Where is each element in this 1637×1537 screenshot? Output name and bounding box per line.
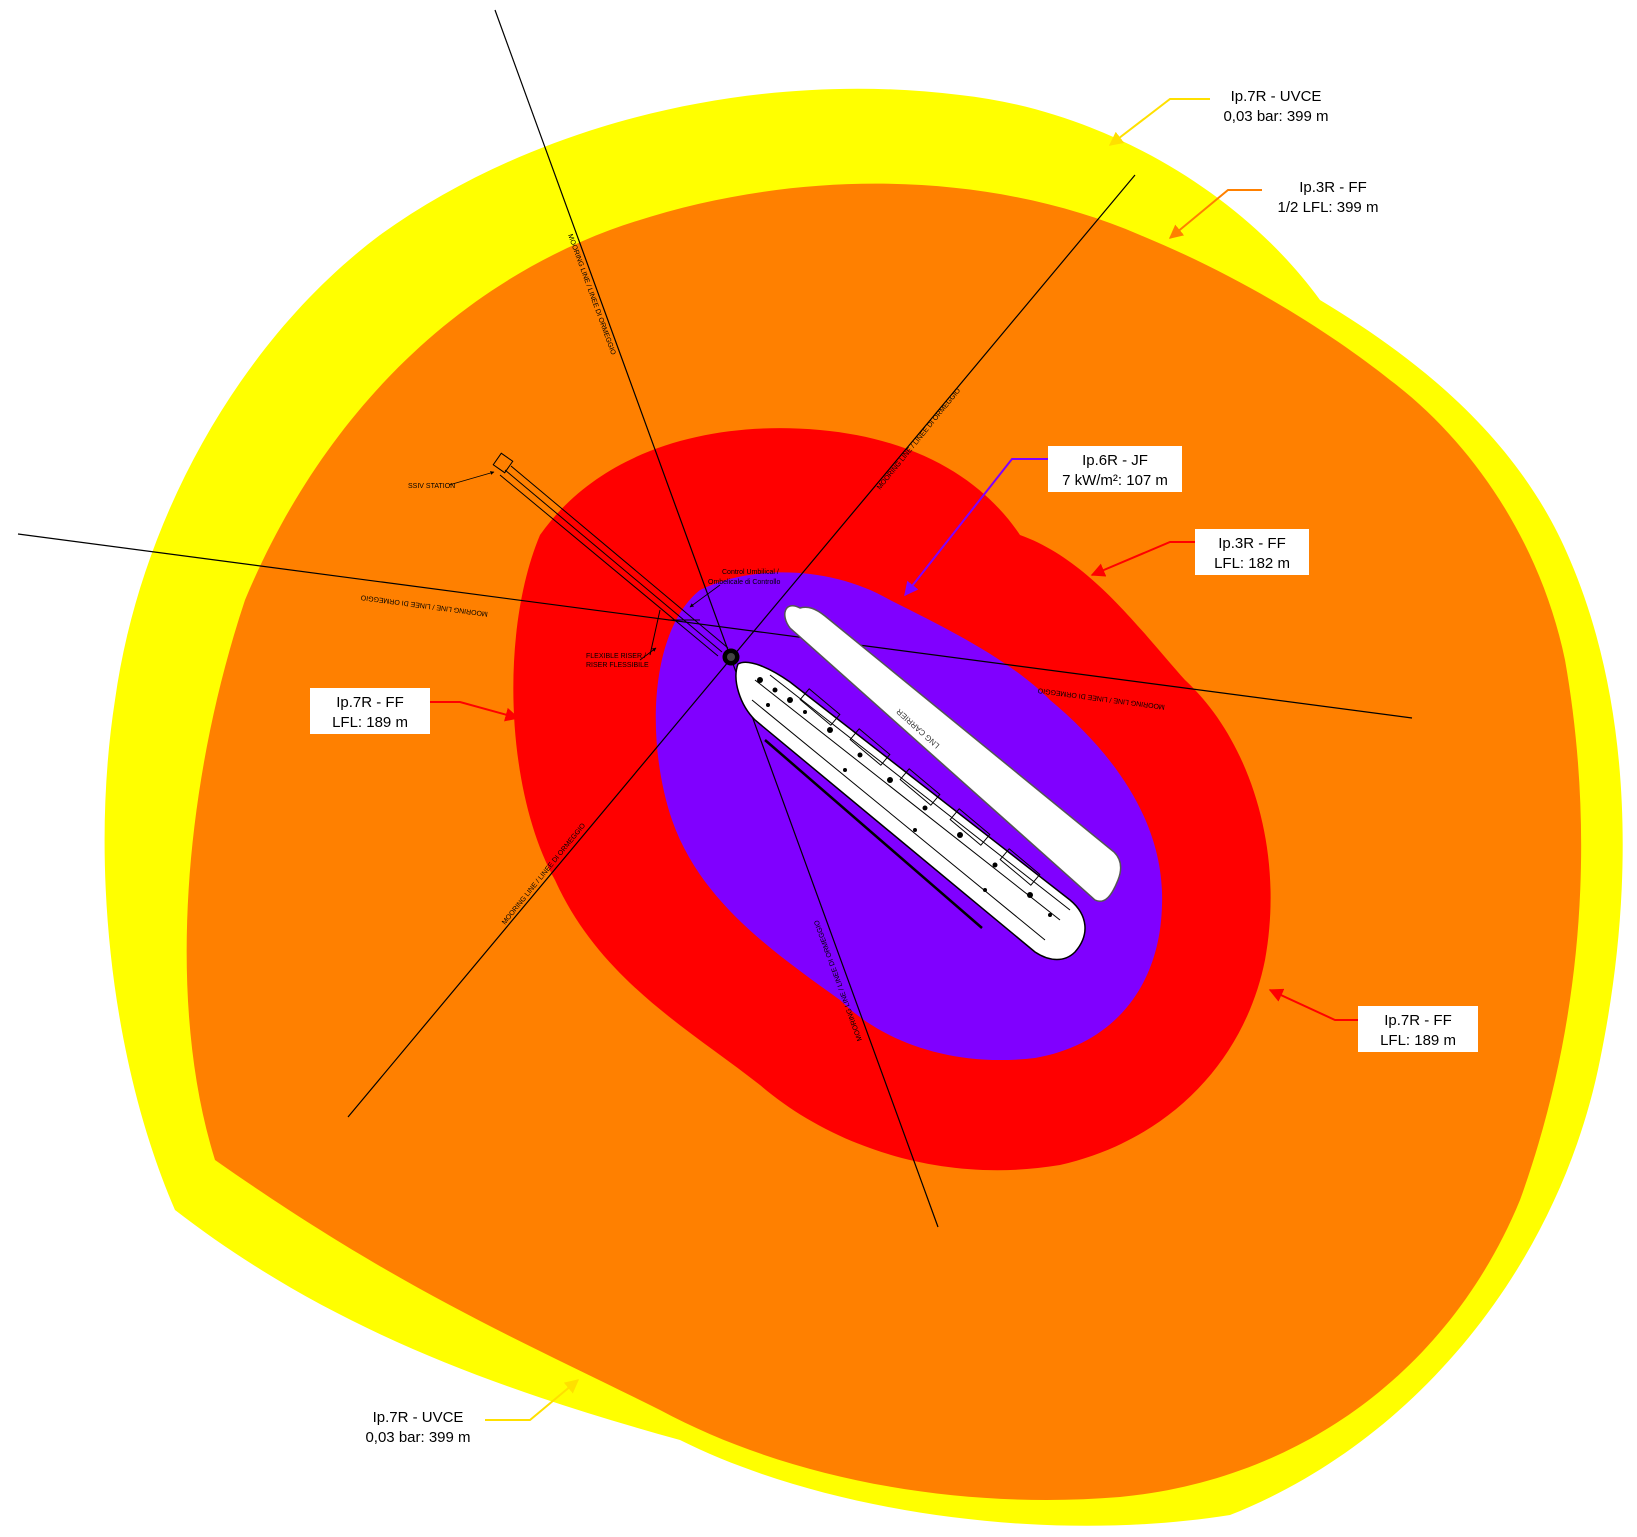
lng-carrier xyxy=(784,605,1122,902)
leader-ff7r-right xyxy=(1268,988,1358,1021)
leader-ff7r-left xyxy=(430,701,520,722)
control-umbilical-label-1: Control Umbilical / xyxy=(722,569,779,576)
mooring-lines xyxy=(17,9,1413,1228)
svg-text:0,03 bar: 399 m: 0,03 bar: 399 m xyxy=(365,1429,470,1446)
label-ff3r-half-lfl: Ip.3R - FF 1/2 LFL: 399 m xyxy=(1262,173,1388,219)
leader-uvce-bottom xyxy=(485,1379,580,1421)
svg-text:Ip.7R - FF: Ip.7R - FF xyxy=(1384,1012,1452,1029)
svg-text:LFL: 189 m: LFL: 189 m xyxy=(332,714,408,731)
svg-text:0,03 bar: 399 m: 0,03 bar: 399 m xyxy=(1223,108,1328,125)
ssiv-pipeline xyxy=(492,452,729,657)
leader-jf6r xyxy=(904,458,1048,597)
flexible-riser-label-1: FLEXIBLE RISER / xyxy=(586,653,646,660)
label-ff7r-right: Ip.7R - FF LFL: 189 m xyxy=(1358,1006,1478,1052)
label-ff7r-left: Ip.7R - FF LFL: 189 m xyxy=(310,688,430,734)
leader-uvce-top xyxy=(1108,98,1210,146)
leader-ff3r-half xyxy=(1168,189,1272,239)
svg-text:7 kW/m²: 107 m: 7 kW/m²: 107 m xyxy=(1062,472,1168,489)
svg-text:Ip.7R - FF: Ip.7R - FF xyxy=(336,694,404,711)
fsru-vessel xyxy=(735,661,1086,961)
mooring-line-north xyxy=(494,9,939,1228)
fsru-hull xyxy=(735,661,1086,961)
label-uvce-top: Ip.7R - UVCE 0,03 bar: 399 m xyxy=(1210,82,1342,128)
svg-text:Ip.6R - JF: Ip.6R - JF xyxy=(1082,452,1148,469)
label-uvce-bottom: Ip.7R - UVCE 0,03 bar: 399 m xyxy=(352,1403,484,1449)
svg-text:LFL: 182 m: LFL: 182 m xyxy=(1214,555,1290,572)
mooring-line-northeast xyxy=(347,174,1136,1118)
svg-text:Ip.7R - UVCE: Ip.7R - UVCE xyxy=(1231,88,1322,105)
leader-ff3r-lfl xyxy=(1090,541,1195,577)
ssiv-station-label: SSIV STATION xyxy=(408,483,455,490)
svg-text:Ip.3R - FF: Ip.3R - FF xyxy=(1218,535,1286,552)
svg-text:LFL: 189 m: LFL: 189 m xyxy=(1380,1032,1456,1049)
control-umbilical-label-2: Ombelicale di Controllo xyxy=(708,579,780,586)
svg-text:Ip.7R - UVCE: Ip.7R - UVCE xyxy=(373,1409,464,1426)
mooring-line-west xyxy=(17,533,1413,719)
label-jf6r: Ip.6R - JF 7 kW/m²: 107 m xyxy=(1048,446,1182,492)
svg-text:1/2 LFL: 399 m: 1/2 LFL: 399 m xyxy=(1278,199,1379,216)
svg-text:Ip.3R - FF: Ip.3R - FF xyxy=(1299,179,1367,196)
flexible-riser-label-2: RISER FLESSIBILE xyxy=(586,662,649,669)
label-ff3r-lfl: Ip.3R - FF LFL: 182 m xyxy=(1195,529,1309,575)
